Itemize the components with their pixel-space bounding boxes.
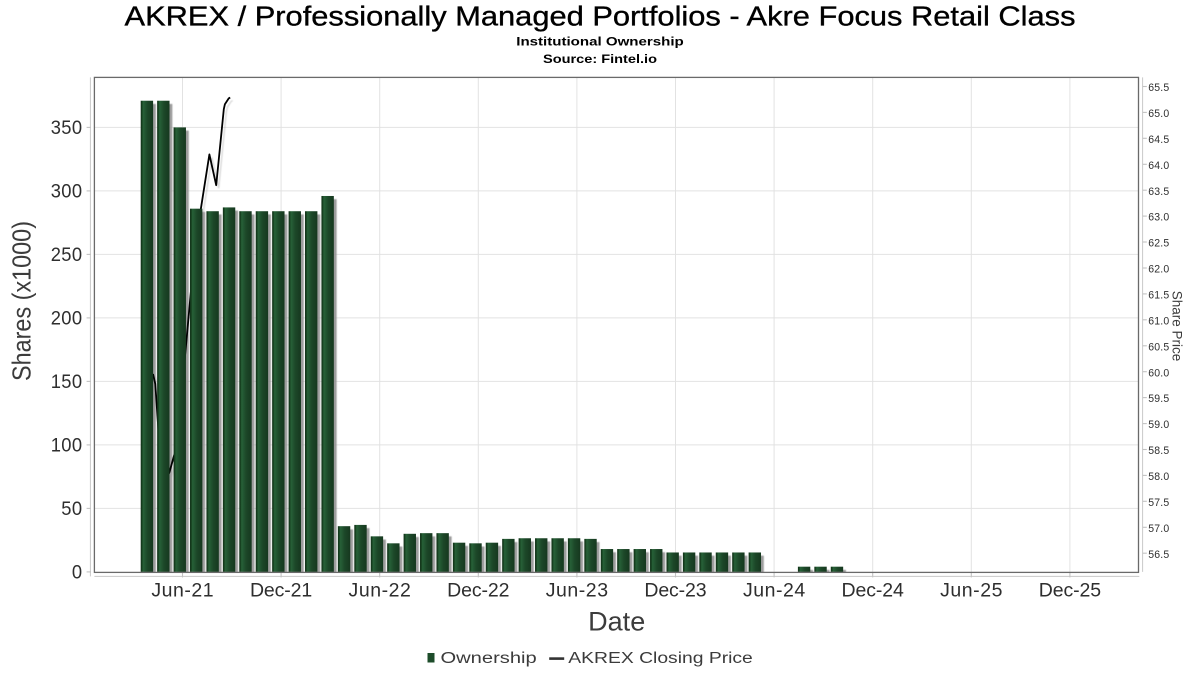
svg-text:58.5: 58.5 [1148, 445, 1169, 457]
svg-text:Dec-24: Dec-24 [842, 580, 904, 602]
svg-text:Date: Date [588, 607, 645, 637]
svg-text:Share Price: Share Price [1170, 291, 1185, 362]
svg-text:200: 200 [51, 308, 83, 329]
svg-text:Dec-21: Dec-21 [250, 580, 312, 602]
svg-text:59.0: 59.0 [1148, 419, 1169, 431]
svg-text:61.0: 61.0 [1148, 315, 1169, 327]
svg-text:56.5: 56.5 [1148, 549, 1169, 561]
svg-text:64.0: 64.0 [1148, 160, 1169, 172]
svg-text:Jun-22: Jun-22 [349, 580, 411, 602]
svg-text:Shares (x1000): Shares (x1000) [7, 221, 37, 381]
svg-text:Jun-24: Jun-24 [743, 580, 805, 602]
svg-text:Dec-22: Dec-22 [447, 580, 509, 602]
svg-text:59.5: 59.5 [1148, 393, 1169, 405]
svg-text:Jun-25: Jun-25 [940, 580, 1002, 602]
svg-text:AKREX Closing Price: AKREX Closing Price [568, 650, 753, 667]
svg-text:Source: Fintel.io: Source: Fintel.io [543, 52, 657, 66]
svg-text:Jun-21: Jun-21 [151, 580, 213, 602]
svg-text:64.5: 64.5 [1148, 134, 1169, 146]
svg-text:Jun-23: Jun-23 [546, 580, 608, 602]
svg-text:AKREX / Professionally Managed: AKREX / Professionally Managed Portfolio… [125, 0, 1076, 32]
svg-text:60.0: 60.0 [1148, 367, 1169, 379]
svg-text:57.5: 57.5 [1148, 497, 1169, 509]
svg-text:63.0: 63.0 [1148, 212, 1169, 224]
svg-text:62.5: 62.5 [1148, 238, 1169, 250]
svg-text:50: 50 [61, 499, 82, 520]
svg-text:57.0: 57.0 [1148, 523, 1169, 535]
svg-text:350: 350 [51, 118, 83, 139]
svg-text:62.0: 62.0 [1148, 264, 1169, 276]
svg-text:Dec-25: Dec-25 [1039, 580, 1101, 602]
svg-text:Institutional Ownership: Institutional Ownership [516, 35, 684, 49]
svg-text:Ownership: Ownership [441, 650, 537, 667]
svg-text:65.5: 65.5 [1148, 82, 1169, 94]
svg-text:63.5: 63.5 [1148, 186, 1169, 198]
svg-text:60.5: 60.5 [1148, 341, 1169, 353]
svg-text:0: 0 [72, 562, 83, 583]
svg-text:Dec-23: Dec-23 [644, 580, 706, 602]
svg-text:65.0: 65.0 [1148, 108, 1169, 120]
svg-text:61.5: 61.5 [1148, 290, 1169, 302]
svg-text:300: 300 [51, 181, 83, 202]
svg-text:250: 250 [51, 245, 83, 266]
svg-text:150: 150 [51, 372, 83, 393]
svg-text:100: 100 [51, 435, 83, 456]
svg-text:58.0: 58.0 [1148, 471, 1169, 483]
